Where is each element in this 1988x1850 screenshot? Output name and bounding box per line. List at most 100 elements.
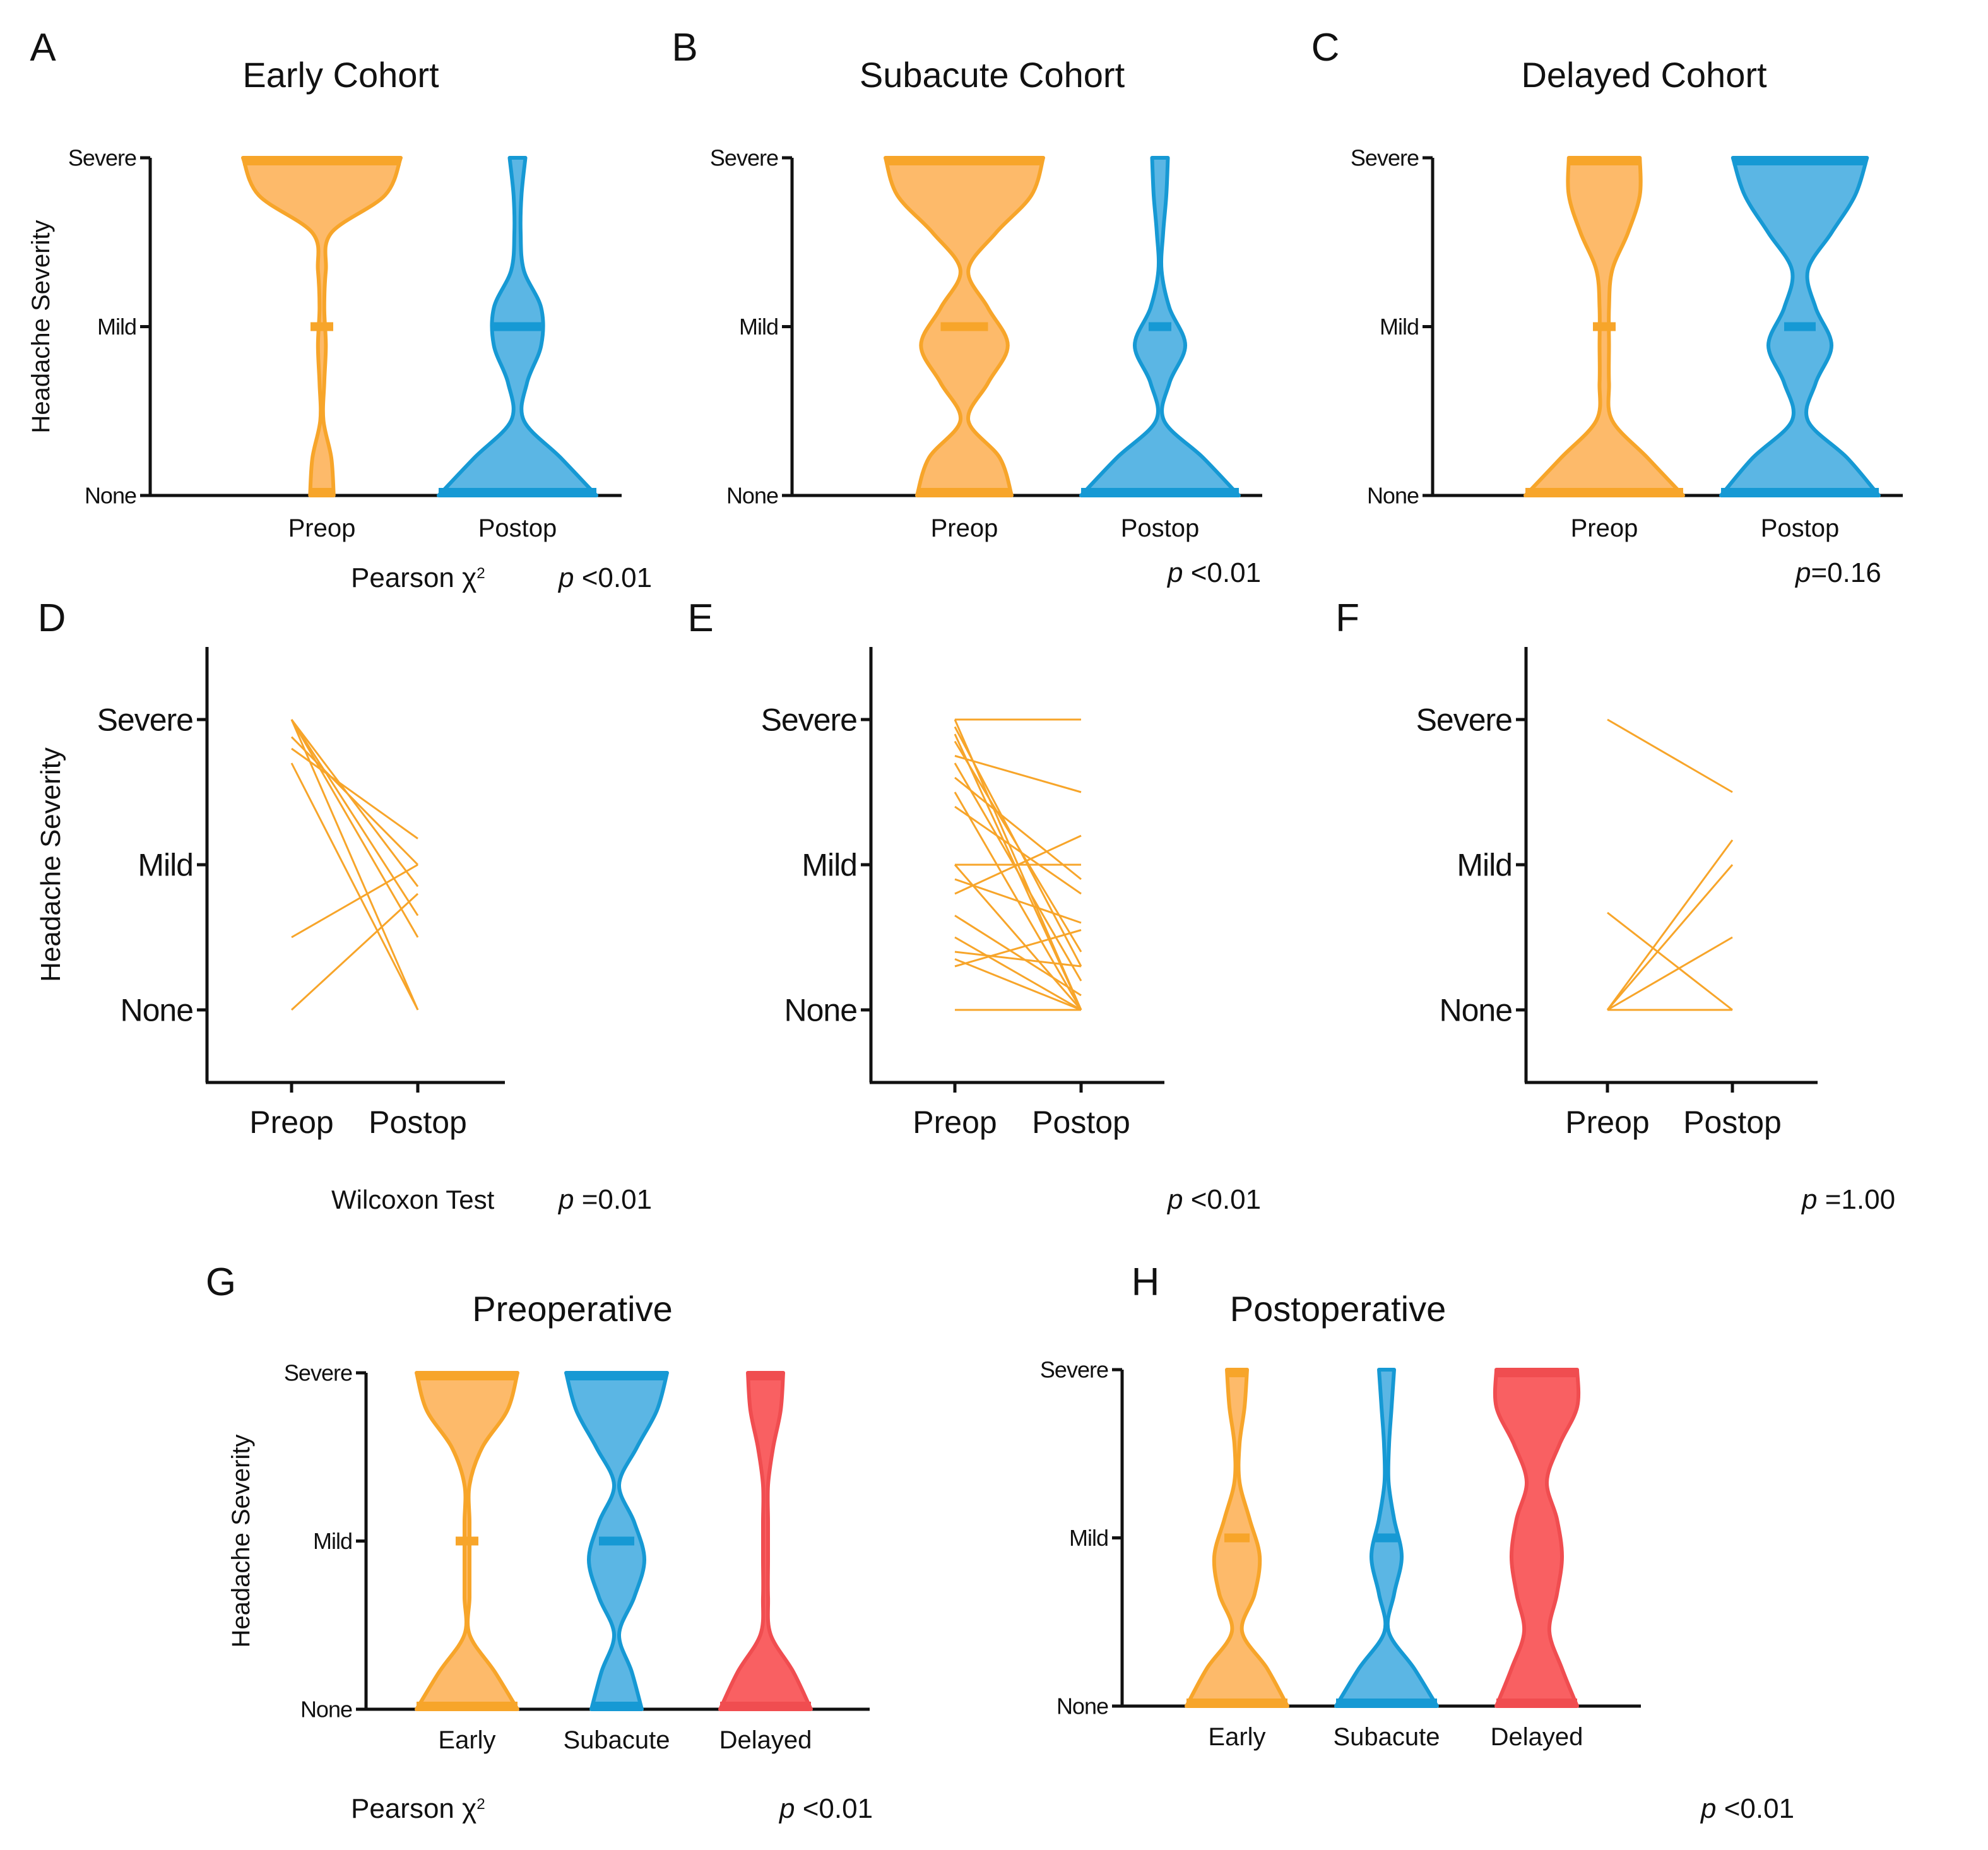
panel-E: E None Mild Severe Preop Postop p <0.01 [687,596,1261,1215]
y-axis-title: Headache Severity [35,747,66,982]
y-tick-label: Mild [1069,1525,1108,1551]
p-value-text: <0.01 [1716,1793,1794,1824]
panel-H: H Postoperative None Mild Severe Early Subacut… [1040,1260,1794,1824]
panel-title: Early Cohort [242,55,439,95]
p-symbol: p [1794,557,1811,588]
paired-line [290,719,419,1011]
x-tick-label: Postop [478,514,557,542]
p-value: p <0.01 [1166,1184,1261,1215]
paired-line [290,719,419,887]
panel-label: F [1335,596,1359,640]
paired-line [954,878,1082,924]
x-tick-label: Subacute [563,1726,670,1754]
paired-line [954,951,1082,968]
y-tick-label: None [85,483,136,509]
p-symbol: p [1166,557,1183,588]
panel-label: B [672,26,697,69]
x-tick-label: Postop [1032,1105,1130,1140]
paired-line [954,936,1082,1011]
paired-line [1607,936,1733,1011]
x-tick-label: Preop [1565,1105,1649,1140]
p-value-text: =0.01 [574,1184,652,1215]
paired-line [290,719,419,938]
y-tick-label: Severe [1416,703,1512,738]
y-tick-label: Mild [313,1528,352,1554]
y-tick-label: Severe [1040,1357,1108,1383]
paired-line [290,719,419,916]
x-tick-label: Postop [1761,514,1840,542]
paired-line [291,747,418,839]
panel-label: H [1132,1260,1160,1304]
panel-label: A [30,26,56,69]
y-tick-label: None [300,1697,352,1723]
y-tick-label: Mild [1457,848,1512,883]
p-symbol: p [557,1184,574,1215]
y-axis-title: Headache Severity [227,1435,255,1648]
y-tick-label: None [784,993,857,1028]
test-name: Pearson χ [351,1793,476,1824]
p-symbol: p [557,562,574,593]
panel-label: G [206,1260,236,1304]
y-tick-label: None [120,993,193,1028]
p-value-text: <0.01 [1183,1184,1261,1215]
p-value: p <0.01 [1700,1793,1794,1824]
p-value: p <0.01 [557,562,652,593]
x-tick-label: Delayed [1491,1723,1583,1751]
p-value-text: <0.01 [795,1793,873,1824]
y-tick-label: None [1056,1693,1108,1719]
p-symbol: p [1166,1184,1183,1215]
x-tick-label: Preop [931,514,998,542]
panel-title: Delayed Cohort [1521,55,1767,95]
panel-B: B Subacute Cohort None Mild Severe Preop Posto… [672,26,1262,588]
test-label: Pearson χ2 [351,562,485,593]
panel-G: G Preoperative None Mild Severe Headache Seve… [206,1260,873,1824]
paired-line [954,958,1082,1011]
p-value: p=0.16 [1794,557,1881,588]
panel-C: C Delayed Cohort None Mild Severe Preop Postop… [1311,26,1903,588]
paired-line [954,776,1082,881]
paired-line [291,863,418,939]
paired-line [954,864,1082,1011]
test-label: Wilcoxon Test [331,1185,495,1214]
y-tick-label: None [726,483,778,509]
y-tick-label: Mild [802,848,857,883]
y-tick-label: Severe [284,1360,352,1386]
y-tick-label: Mild [739,314,778,340]
violin-delayed [718,1371,813,1711]
y-tick-label: Severe [710,145,778,171]
y-tick-label: None [1367,483,1419,509]
panel-title: Postoperative [1230,1289,1446,1329]
p-value: p =1.00 [1801,1184,1895,1215]
p-value-text: =0.16 [1811,557,1881,588]
paired-line [290,736,419,866]
test-superscript: 2 [476,1796,485,1813]
p-value: p =0.01 [557,1184,652,1215]
x-tick-label: Preop [1571,514,1638,542]
x-tick-label: Early [1208,1723,1265,1751]
y-tick-label: Severe [97,703,193,738]
p-value-text: =1.00 [1817,1184,1895,1215]
paired-line [954,762,1082,981]
x-tick-label: Preop [288,514,356,542]
p-symbol: p [1801,1184,1817,1215]
paired-line [1606,839,1734,1011]
paired-line [954,834,1082,895]
p-value: p <0.01 [1166,557,1261,588]
panel-F: F None Mild Severe Preop Postop p =1.00 [1335,596,1895,1215]
y-tick-label: Severe [761,703,857,738]
y-tick-label: Severe [1351,145,1419,171]
test-name: Pearson χ [351,562,476,593]
paired-line [954,915,1082,997]
x-tick-label: Postop [369,1105,467,1140]
paired-line [1606,864,1734,1011]
x-tick-label: Early [438,1726,495,1754]
test-label: Pearson χ2 [351,1793,485,1824]
panel-title: Preoperative [472,1289,673,1329]
x-tick-label: Postop [1683,1105,1782,1140]
y-tick-label: Mild [1380,314,1419,340]
paired-line [954,755,1082,793]
violin-delayed [1493,1368,1581,1708]
panel-D: D None Mild Severe Preop Postop Headache Sever… [35,596,652,1215]
p-value-text: <0.01 [574,562,652,593]
